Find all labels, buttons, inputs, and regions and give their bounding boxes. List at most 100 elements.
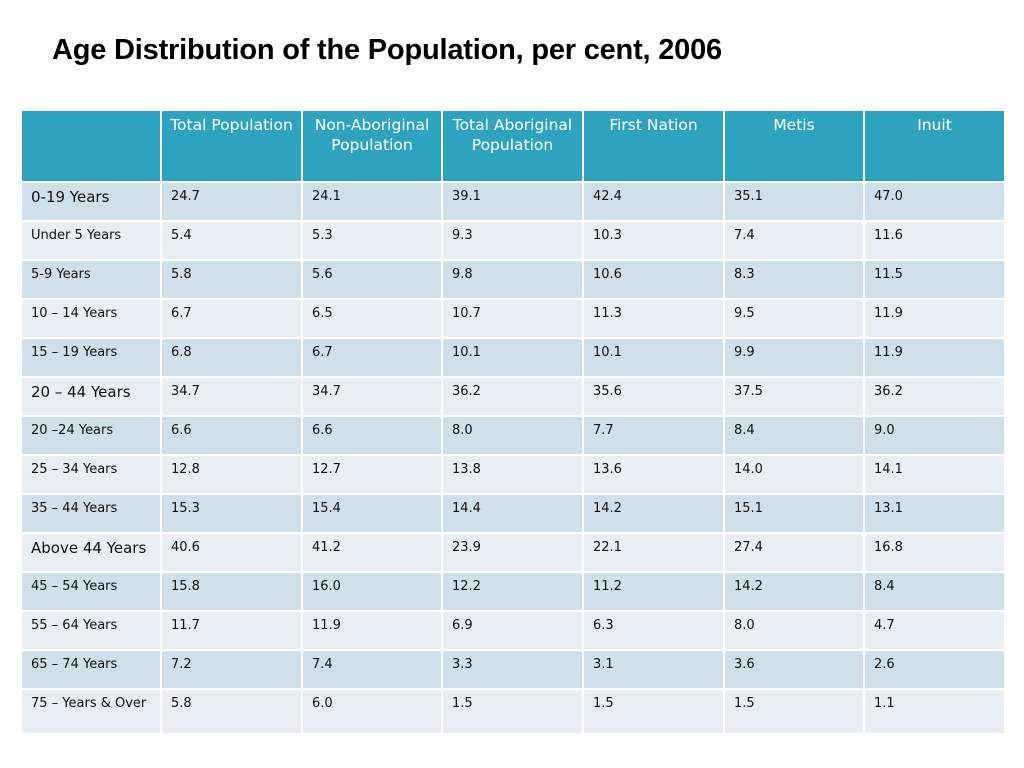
cell-value: 15.1 [723,493,865,534]
row-label: 0-19 Years [20,181,162,222]
cell-value: 24.1 [301,181,443,222]
cell-value: 6.8 [160,337,303,378]
cell-value: 5.3 [301,220,443,261]
cell-value: 5.8 [160,688,303,735]
cell-value: 8.4 [863,571,1006,612]
cell-value: 39.1 [441,181,584,222]
cell-value: 10.1 [441,337,584,378]
row-label: 10 – 14 Years [20,298,162,339]
cell-value: 47.0 [863,181,1006,222]
table-row: 25 – 34 Years 12.8 12.7 13.8 13.6 14.0 1… [20,454,1006,495]
cell-value: 11.2 [582,571,725,612]
header-cell-inuit: Inuit [863,109,1006,183]
cell-value: 7.4 [723,220,865,261]
cell-value: 12.8 [160,454,303,495]
cell-value: 8.3 [723,259,865,300]
cell-value: 6.7 [301,337,443,378]
row-label: Under 5 Years [20,220,162,261]
cell-value: 7.4 [301,649,443,690]
cell-value: 9.9 [723,337,865,378]
cell-value: 3.1 [582,649,725,690]
cell-value: 5.8 [160,259,303,300]
row-label: 5-9 Years [20,259,162,300]
row-label: 25 – 34 Years [20,454,162,495]
cell-value: 35.1 [723,181,865,222]
cell-value: 35.6 [582,376,725,417]
header-cell-non-aboriginal: Non-Aboriginal Population [301,109,443,183]
table-row: Above 44 Years 40.6 41.2 23.9 22.1 27.4 … [20,532,1006,573]
cell-value: 14.2 [582,493,725,534]
row-label: 45 – 54 Years [20,571,162,612]
table-row: 55 – 64 Years 11.7 11.9 6.9 6.3 8.0 4.7 [20,610,1006,651]
cell-value: 6.5 [301,298,443,339]
table-row: 45 – 54 Years 15.8 16.0 12.2 11.2 14.2 8… [20,571,1006,612]
cell-value: 1.1 [863,688,1006,735]
cell-value: 6.6 [160,415,303,456]
cell-value: 42.4 [582,181,725,222]
cell-value: 11.7 [160,610,303,651]
cell-value: 6.9 [441,610,584,651]
cell-value: 14.4 [441,493,584,534]
cell-value: 34.7 [160,376,303,417]
cell-value: 1.5 [723,688,865,735]
table-row: 0-19 Years 24.7 24.1 39.1 42.4 35.1 47.0 [20,181,1006,222]
header-row: Total Population Non-Aboriginal Populati… [20,109,1006,183]
cell-value: 9.0 [863,415,1006,456]
cell-value: 1.5 [441,688,584,735]
cell-value: 10.1 [582,337,725,378]
cell-value: 13.6 [582,454,725,495]
row-label: 65 – 74 Years [20,649,162,690]
row-label: 20 – 44 Years [20,376,162,417]
row-label: 20 –24 Years [20,415,162,456]
cell-value: 14.1 [863,454,1006,495]
cell-value: 4.7 [863,610,1006,651]
header-cell-blank [20,109,162,183]
cell-value: 15.3 [160,493,303,534]
cell-value: 37.5 [723,376,865,417]
cell-value: 11.9 [863,298,1006,339]
cell-value: 13.8 [441,454,584,495]
cell-value: 13.1 [863,493,1006,534]
cell-value: 9.8 [441,259,584,300]
cell-value: 7.7 [582,415,725,456]
header-cell-metis: Metis [723,109,865,183]
cell-value: 11.9 [863,337,1006,378]
table-row: 65 – 74 Years 7.2 7.4 3.3 3.1 3.6 2.6 [20,649,1006,690]
cell-value: 11.3 [582,298,725,339]
cell-value: 8.0 [441,415,584,456]
header-cell-total-population: Total Population [160,109,303,183]
cell-value: 23.9 [441,532,584,573]
cell-value: 34.7 [301,376,443,417]
table-row: 20 –24 Years 6.6 6.6 8.0 7.7 8.4 9.0 [20,415,1006,456]
cell-value: 36.2 [863,376,1006,417]
cell-value: 15.8 [160,571,303,612]
row-label: Above 44 Years [20,532,162,573]
cell-value: 10.6 [582,259,725,300]
cell-value: 11.6 [863,220,1006,261]
cell-value: 3.3 [441,649,584,690]
cell-value: 6.3 [582,610,725,651]
header-cell-total-aboriginal: Total Aboriginal Population [441,109,584,183]
table-row: 10 – 14 Years 6.7 6.5 10.7 11.3 9.5 11.9 [20,298,1006,339]
cell-value: 8.0 [723,610,865,651]
cell-value: 16.0 [301,571,443,612]
cell-value: 5.6 [301,259,443,300]
table-row: 5-9 Years 5.8 5.6 9.8 10.6 8.3 11.5 [20,259,1006,300]
cell-value: 16.8 [863,532,1006,573]
table-row: 35 – 44 Years 15.3 15.4 14.4 14.2 15.1 1… [20,493,1006,534]
cell-value: 6.6 [301,415,443,456]
table-row: Under 5 Years 5.4 5.3 9.3 10.3 7.4 11.6 [20,220,1006,261]
cell-value: 6.0 [301,688,443,735]
cell-value: 11.5 [863,259,1006,300]
cell-value: 12.7 [301,454,443,495]
cell-value: 9.3 [441,220,584,261]
cell-value: 15.4 [301,493,443,534]
cell-value: 6.7 [160,298,303,339]
cell-value: 10.7 [441,298,584,339]
cell-value: 40.6 [160,532,303,573]
cell-value: 9.5 [723,298,865,339]
cell-value: 1.5 [582,688,725,735]
row-label: 55 – 64 Years [20,610,162,651]
cell-value: 11.9 [301,610,443,651]
header-cell-first-nation: First Nation [582,109,725,183]
